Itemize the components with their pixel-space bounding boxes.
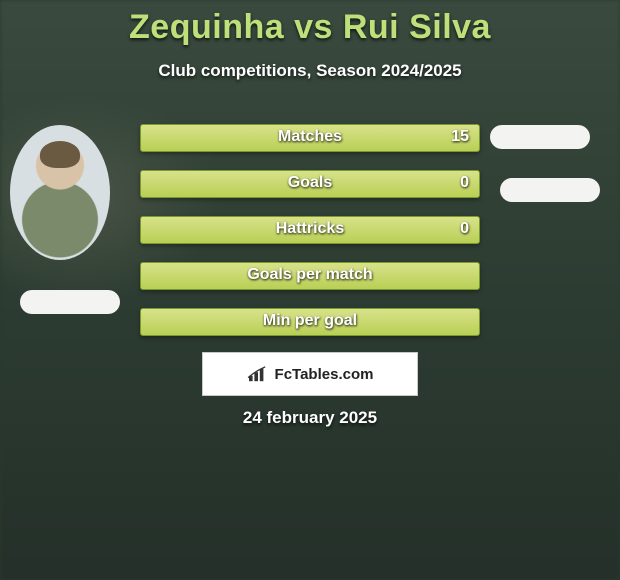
stat-label: Matches [141, 128, 479, 146]
stat-label: Hattricks [141, 220, 479, 238]
brand-badge: FcTables.com [202, 352, 418, 396]
player1-name-pill [20, 290, 120, 314]
stat-label: Goals per match [141, 266, 479, 284]
player2-avatar-pill [490, 125, 590, 149]
player2-name-pill [500, 178, 600, 202]
stat-bar-matches: Matches 15 [140, 124, 480, 152]
stat-value: 0 [460, 174, 469, 192]
stat-label: Goals [141, 174, 479, 192]
stat-bar-goals: Goals 0 [140, 170, 480, 198]
bar-chart-icon [247, 365, 269, 383]
page-title: Zequinha vs Rui Silva [0, 0, 620, 47]
stat-value: 15 [451, 128, 469, 146]
stat-bar-hattricks: Hattricks 0 [140, 216, 480, 244]
comparison-card: Zequinha vs Rui Silva Club competitions,… [0, 0, 620, 580]
date-text: 24 february 2025 [0, 408, 620, 428]
stat-value: 0 [460, 220, 469, 238]
stats-bars: Matches 15 Goals 0 Hattricks 0 Goals per… [140, 124, 480, 354]
stat-bar-goals-per-match: Goals per match [140, 262, 480, 290]
stat-label: Min per goal [141, 312, 479, 330]
player1-avatar [10, 125, 110, 260]
stat-bar-min-per-goal: Min per goal [140, 308, 480, 336]
brand-text: FcTables.com [275, 366, 374, 383]
subtitle: Club competitions, Season 2024/2025 [0, 61, 620, 81]
